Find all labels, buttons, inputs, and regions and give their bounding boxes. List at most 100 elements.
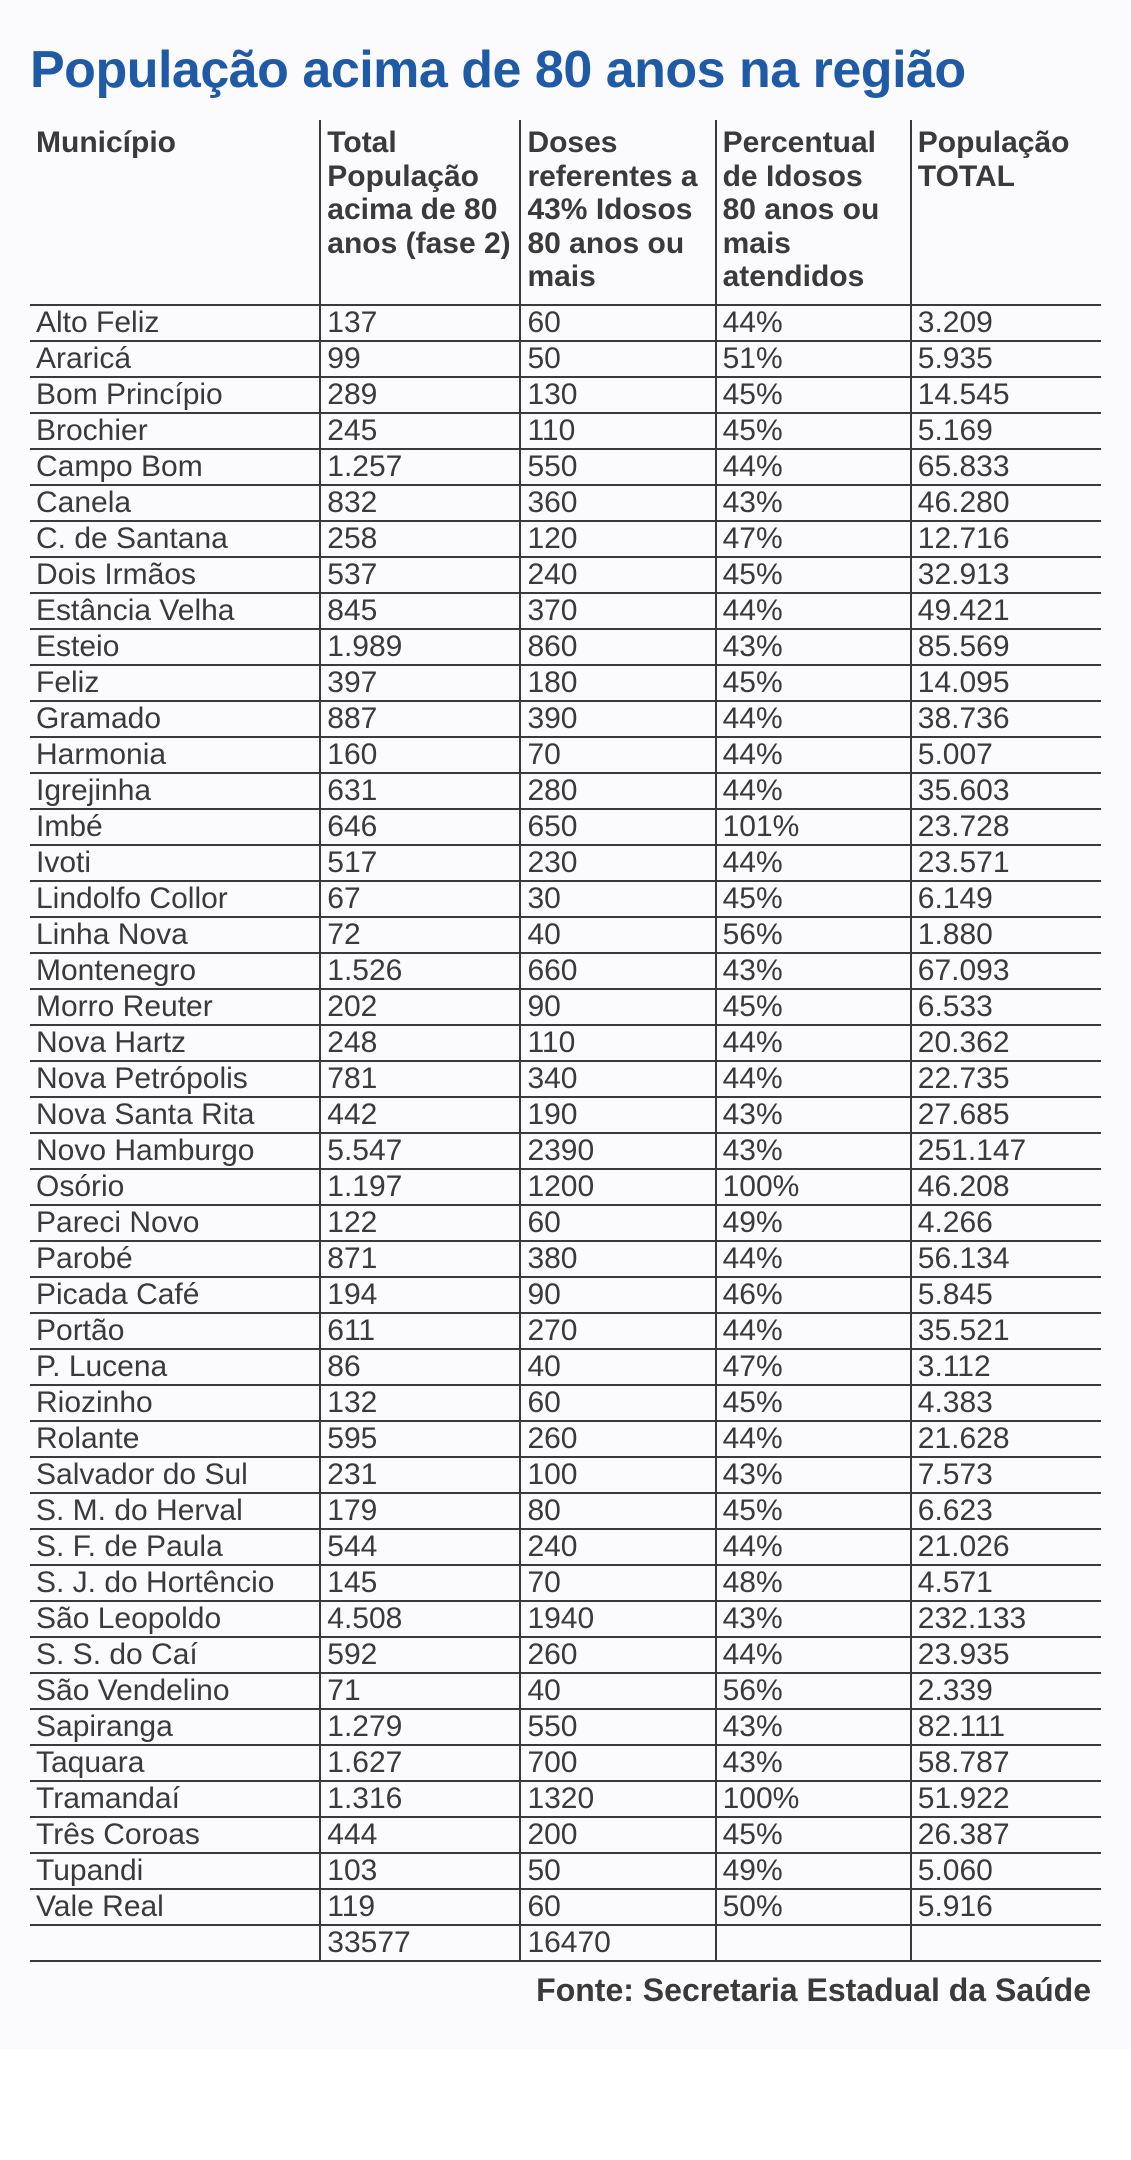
table-row: S. J. do Hortêncio1457048%4.571 [30, 1565, 1101, 1601]
table-cell: Tupandi [30, 1853, 320, 1889]
table-row: Portão61127044%35.521 [30, 1313, 1101, 1349]
table-cell: 6.149 [911, 881, 1101, 917]
table-cell: 45% [716, 1385, 911, 1421]
table-cell: 550 [520, 1709, 715, 1745]
table-cell: 45% [716, 377, 911, 413]
table-row: Araricá995051%5.935 [30, 341, 1101, 377]
table-cell: 110 [520, 1025, 715, 1061]
table-cell: 80 [520, 1493, 715, 1529]
table-cell: 1320 [520, 1781, 715, 1817]
table-row: S. M. do Herval1798045%6.623 [30, 1493, 1101, 1529]
table-cell: Feliz [30, 665, 320, 701]
table-row: Rolante59526044%21.628 [30, 1421, 1101, 1457]
table-cell: 122 [320, 1205, 520, 1241]
table-cell: 248 [320, 1025, 520, 1061]
table-cell: 70 [520, 1565, 715, 1601]
table-cell: 190 [520, 1097, 715, 1133]
table-cell: 43% [716, 485, 911, 521]
table-cell: Novo Hamburgo [30, 1133, 320, 1169]
table-row: Campo Bom1.25755044%65.833 [30, 449, 1101, 485]
table-cell: 44% [716, 449, 911, 485]
table-cell: 43% [716, 953, 911, 989]
table-cell: Linha Nova [30, 917, 320, 953]
table-cell: 397 [320, 665, 520, 701]
table-cell: 100% [716, 1169, 911, 1205]
table-cell: 49% [716, 1205, 911, 1241]
table-total-cell [716, 1925, 911, 1961]
table-row: Gramado88739044%38.736 [30, 701, 1101, 737]
table-cell: 56% [716, 1673, 911, 1709]
table-cell: 67 [320, 881, 520, 917]
table-cell: Imbé [30, 809, 320, 845]
table-cell: 194 [320, 1277, 520, 1313]
table-cell: 340 [520, 1061, 715, 1097]
table-cell: 1.197 [320, 1169, 520, 1205]
table-total-cell [911, 1925, 1101, 1961]
table-cell: Taquara [30, 1745, 320, 1781]
table-cell: 21.628 [911, 1421, 1101, 1457]
table-cell: 120 [520, 521, 715, 557]
table-row: S. S. do Caí59226044%23.935 [30, 1637, 1101, 1673]
table-row: Alto Feliz1376044%3.209 [30, 305, 1101, 341]
table-cell: 289 [320, 377, 520, 413]
table-row: Esteio1.98986043%85.569 [30, 629, 1101, 665]
table-row: Taquara1.62770043%58.787 [30, 1745, 1101, 1781]
table-cell: 550 [520, 449, 715, 485]
table-cell: 40 [520, 917, 715, 953]
table-row: C. de Santana25812047%12.716 [30, 521, 1101, 557]
table-row: Bom Princípio28913045%14.545 [30, 377, 1101, 413]
table-cell: Três Coroas [30, 1817, 320, 1853]
table-cell: 46.280 [911, 485, 1101, 521]
table-cell: Nova Hartz [30, 1025, 320, 1061]
table-cell: 44% [716, 773, 911, 809]
table-cell: 45% [716, 989, 911, 1025]
table-cell: 232.133 [911, 1601, 1101, 1637]
table-cell: 544 [320, 1529, 520, 1565]
table-cell: 5.547 [320, 1133, 520, 1169]
table-cell: 6.533 [911, 989, 1101, 1025]
table-cell: 119 [320, 1889, 520, 1925]
table-cell: 1.989 [320, 629, 520, 665]
table-cell: 14.545 [911, 377, 1101, 413]
table-cell: 35.521 [911, 1313, 1101, 1349]
table-row: Canela83236043%46.280 [30, 485, 1101, 521]
table-cell: Picada Café [30, 1277, 320, 1313]
table-cell: 85.569 [911, 629, 1101, 665]
table-cell: 871 [320, 1241, 520, 1277]
page-title: População acima de 80 anos na região [30, 40, 1101, 100]
table-cell: 1200 [520, 1169, 715, 1205]
table-cell: 43% [716, 1601, 911, 1637]
table-cell: Campo Bom [30, 449, 320, 485]
table-row: Igrejinha63128044%35.603 [30, 773, 1101, 809]
table-row: Morro Reuter2029045%6.533 [30, 989, 1101, 1025]
table-cell: 45% [716, 665, 911, 701]
table-cell: S. J. do Hortêncio [30, 1565, 320, 1601]
table-cell: 43% [716, 1133, 911, 1169]
col-header-total-80: Total População acima de 80 anos (fase 2… [320, 120, 520, 305]
table-cell: 50 [520, 1853, 715, 1889]
table-row: Dois Irmãos53724045%32.913 [30, 557, 1101, 593]
table-cell: 5.935 [911, 341, 1101, 377]
table-cell: 4.508 [320, 1601, 520, 1637]
table-row: Nova Santa Rita44219043%27.685 [30, 1097, 1101, 1133]
table-cell: 43% [716, 1745, 911, 1781]
table-cell: Brochier [30, 413, 320, 449]
table-row: Pareci Novo1226049%4.266 [30, 1205, 1101, 1241]
table-cell: 160 [320, 737, 520, 773]
table-cell: 72 [320, 917, 520, 953]
table-cell: Nova Petrópolis [30, 1061, 320, 1097]
table-cell: Salvador do Sul [30, 1457, 320, 1493]
table-cell: 258 [320, 521, 520, 557]
table-cell: 30 [520, 881, 715, 917]
table-cell: 251.147 [911, 1133, 1101, 1169]
table-cell: Rolante [30, 1421, 320, 1457]
table-row: Tramandaí1.3161320100%51.922 [30, 1781, 1101, 1817]
table-cell: 65.833 [911, 449, 1101, 485]
table-body: Alto Feliz1376044%3.209Araricá995051%5.9… [30, 305, 1101, 1961]
table-cell: 23.728 [911, 809, 1101, 845]
table-cell: 22.735 [911, 1061, 1101, 1097]
table-cell: 231 [320, 1457, 520, 1493]
table-cell: P. Lucena [30, 1349, 320, 1385]
table-cell: 380 [520, 1241, 715, 1277]
table-header: Município Total População acima de 80 an… [30, 120, 1101, 305]
